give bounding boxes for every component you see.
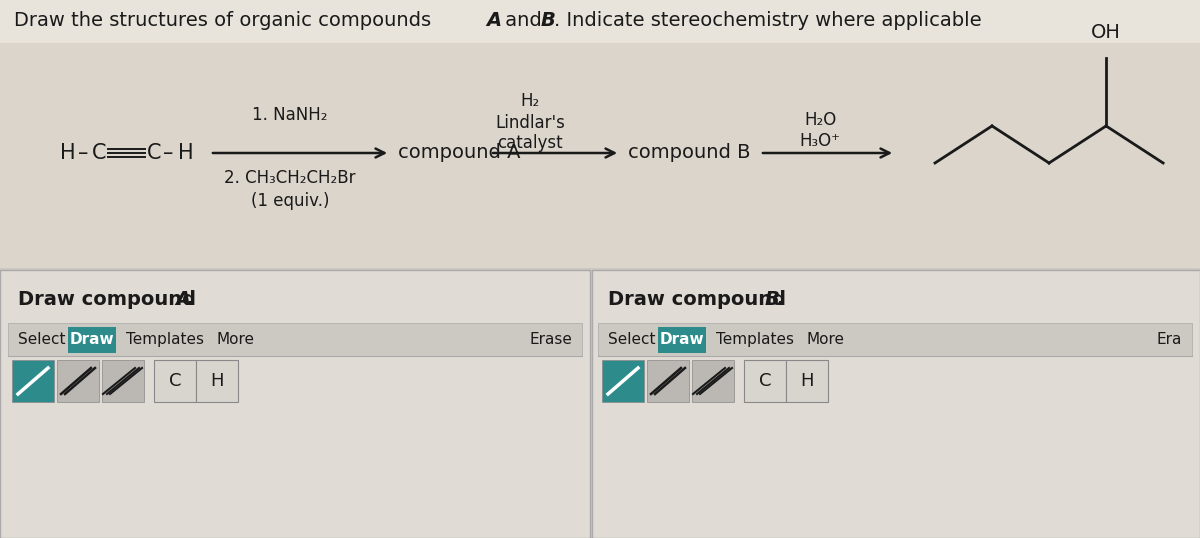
Bar — [786, 360, 828, 402]
Text: compound B: compound B — [628, 144, 750, 162]
Text: More: More — [806, 332, 844, 347]
Text: C: C — [148, 143, 162, 163]
Text: A: A — [175, 290, 190, 309]
Text: H: H — [60, 143, 76, 163]
Bar — [102, 360, 144, 402]
Bar — [8, 323, 582, 356]
Text: Draw: Draw — [660, 332, 704, 347]
Text: H₂O: H₂O — [804, 111, 836, 129]
Text: Select: Select — [608, 332, 655, 347]
Text: 1. NaNH₂: 1. NaNH₂ — [252, 106, 328, 124]
Text: B: B — [541, 11, 556, 30]
Text: Draw compound: Draw compound — [608, 290, 793, 309]
Bar — [744, 360, 786, 402]
Bar — [58, 360, 98, 402]
Text: .: . — [187, 290, 194, 309]
Text: B: B — [766, 290, 780, 309]
Text: H: H — [178, 143, 193, 163]
Text: C: C — [92, 143, 107, 163]
Bar — [598, 323, 1192, 356]
Text: A: A — [486, 11, 502, 30]
Bar — [0, 270, 590, 538]
Text: Templates: Templates — [716, 332, 794, 347]
Text: Draw the structures of organic compounds: Draw the structures of organic compounds — [14, 11, 437, 30]
Bar — [0, 0, 1200, 43]
Text: C: C — [169, 372, 181, 390]
Text: More: More — [216, 332, 254, 347]
Text: H₂: H₂ — [521, 92, 540, 110]
Text: Lindlar's: Lindlar's — [496, 114, 565, 132]
Text: compound A: compound A — [398, 144, 521, 162]
Bar — [692, 360, 734, 402]
Text: Erase: Erase — [529, 332, 572, 347]
Bar — [0, 43, 1200, 268]
Bar — [592, 270, 1200, 538]
Bar — [647, 360, 689, 402]
Bar — [68, 327, 116, 352]
Text: –: – — [78, 143, 89, 163]
Bar — [658, 327, 706, 352]
Text: Select: Select — [18, 332, 66, 347]
Bar — [12, 360, 54, 402]
Text: Templates: Templates — [126, 332, 204, 347]
Text: Era: Era — [1157, 332, 1182, 347]
Text: OH: OH — [1091, 23, 1121, 42]
Text: C: C — [758, 372, 772, 390]
Text: 2. CH₃CH₂CH₂Br: 2. CH₃CH₂CH₂Br — [224, 169, 355, 187]
Text: catalyst: catalyst — [497, 134, 563, 152]
Text: (1 equiv.): (1 equiv.) — [251, 192, 329, 210]
Bar — [196, 360, 238, 402]
Text: .: . — [778, 290, 785, 309]
Text: H: H — [210, 372, 223, 390]
Text: Draw: Draw — [70, 332, 114, 347]
Bar — [602, 360, 644, 402]
Text: . Indicate stereochemistry where applicable: . Indicate stereochemistry where applica… — [554, 11, 982, 30]
Text: –: – — [163, 143, 173, 163]
Text: H₃O⁺: H₃O⁺ — [799, 132, 840, 150]
Text: and: and — [499, 11, 548, 30]
Text: Draw compound: Draw compound — [18, 290, 203, 309]
Bar — [154, 360, 196, 402]
Text: H: H — [800, 372, 814, 390]
